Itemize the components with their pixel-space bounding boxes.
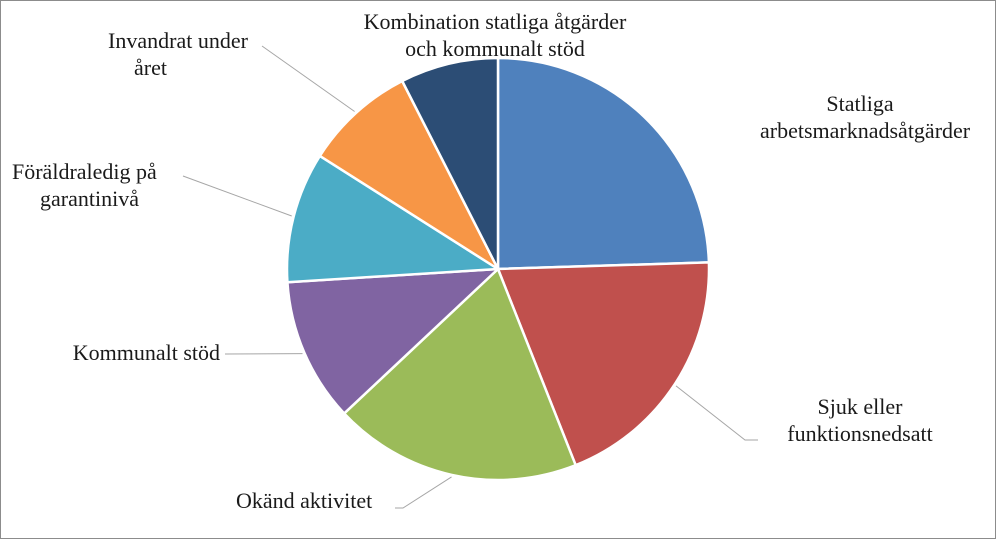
slice-invandrat — [318, 79, 500, 271]
label-invandrat: Invandrat under året — [108, 28, 248, 80]
slice-okand-aktivitet — [342, 267, 577, 482]
slice-foraldraledig — [285, 154, 500, 284]
label-kombination: Kombination statliga åtgärder och kommun… — [363, 9, 627, 61]
leader-foraldraledig — [182, 175, 292, 217]
label-statliga: Statliga arbetsmarknadsåtgärder — [760, 91, 971, 143]
slice-kombination — [400, 56, 500, 271]
label-okand-aktivitet: Okänd aktivitet — [236, 488, 373, 513]
leader-invandrat — [261, 45, 355, 112]
label-foraldraledig: Föräldraledig på garantinivå — [12, 159, 157, 211]
slice-statliga — [496, 56, 711, 271]
leader-okand-aktivitet — [395, 476, 452, 509]
slice-kommunalt-stod — [286, 267, 500, 415]
slice-sjuk — [496, 261, 711, 467]
label-sjuk: Sjuk eller funktionsnedsatt — [787, 394, 933, 446]
leader-sjuk — [675, 385, 758, 441]
label-kommunalt-stod: Kommunalt stöd — [72, 340, 220, 365]
